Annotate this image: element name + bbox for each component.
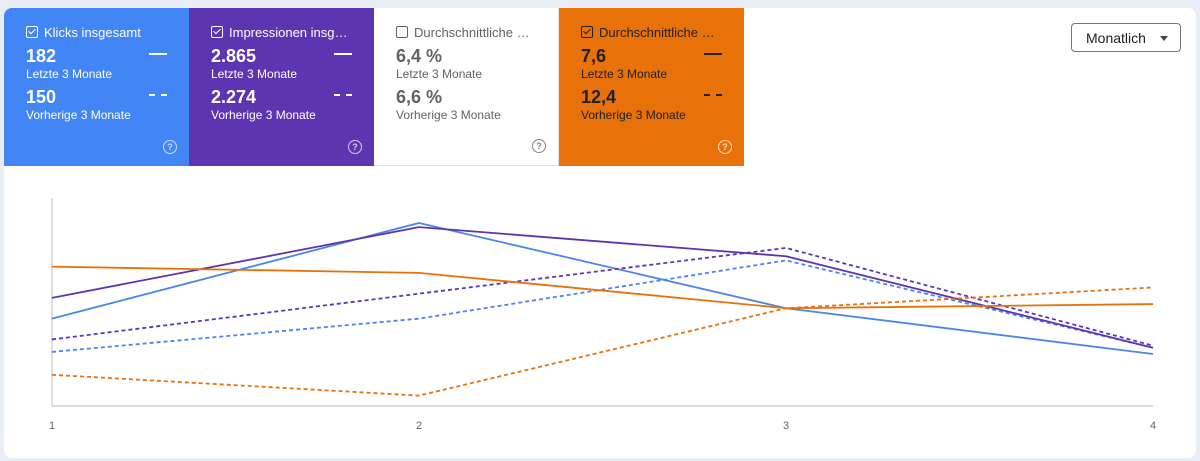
previous-value: 6,6 % [396,87,443,107]
metric-header: Klicks insgesamt [26,22,167,42]
help-icon[interactable]: ? [718,140,732,154]
current-value: 7,6 [581,46,607,66]
metric-tile-impressions[interactable]: Impressionen insgesamt 2.865 Letzte 3 Mo… [189,8,374,166]
period-select[interactable]: Monatlich [1071,23,1181,52]
previous-value: 12,4 [581,87,617,107]
current-period-label: Letzte 3 Monate [211,67,298,81]
dropdown-caret-icon [1160,36,1168,41]
series-line-2 [51,226,1154,349]
solid-line-legend-icon [704,53,722,55]
dashed-line-legend-icon [149,94,167,96]
current-period-label: Letzte 3 Monate [581,67,668,81]
series-line-5 [51,286,1154,397]
current-period-label: Letzte 3 Monate [26,67,113,81]
dashed-line-legend-icon [334,94,352,96]
metric-header: Durchschnittliche CTR [396,22,536,42]
previous-period-label: Vorherige 3 Monate [211,108,316,122]
x-tick-label: 1 [49,420,55,432]
current-value: 2.865 [211,46,257,66]
help-icon[interactable]: ? [532,139,546,153]
x-tick-label: 4 [1150,420,1156,432]
solid-line-legend-icon [334,53,352,55]
x-tick-label: 3 [783,420,789,432]
checkbox-icon[interactable] [396,26,408,38]
current-metric: 7,6 Letzte 3 Monate [581,46,722,82]
current-value: 182 [26,46,57,66]
current-metric: 182 Letzte 3 Monate [26,46,167,82]
previous-period-label: Vorherige 3 Monate [26,108,131,122]
previous-metric: 6,6 % Vorherige 3 Monate [396,87,536,123]
previous-metric: 12,4 Vorherige 3 Monate [581,87,722,123]
series-line-3 [51,247,1154,347]
current-value: 6,4 % [396,46,443,66]
checkbox-icon[interactable] [211,26,223,38]
solid-line-legend-icon [149,53,167,55]
metric-tile-ctr[interactable]: Durchschnittliche CTR 6,4 % Letzte 3 Mon… [374,8,559,166]
metric-tile-clicks[interactable]: Klicks insgesamt 182 Letzte 3 Monate 150… [4,8,189,166]
period-select-label: Monatlich [1086,29,1146,46]
series-line-4 [51,265,1154,310]
dashed-line-legend-icon [704,94,722,96]
metric-tile-position[interactable]: Durchschnittliche Position 7,6 Letzte 3 … [559,8,744,166]
previous-value: 150 [26,87,57,107]
current-metric: 2.865 Letzte 3 Monate [211,46,352,82]
current-period-label: Letzte 3 Monate [396,67,483,81]
previous-value: 2.274 [211,87,257,107]
help-icon[interactable]: ? [348,140,362,154]
metric-header: Durchschnittliche Position [581,22,722,42]
x-tick-label: 2 [416,420,422,432]
current-metric: 6,4 % Letzte 3 Monate [396,46,536,82]
metric-header: Impressionen insgesamt [211,22,352,42]
series-line-0 [51,222,1154,355]
performance-chart: 1 2 3 4 [49,198,1156,432]
metric-tiles: Klicks insgesamt 182 Letzte 3 Monate 150… [4,8,744,166]
help-icon[interactable]: ? [163,140,177,154]
previous-metric: 2.274 Vorherige 3 Monate [211,87,352,123]
checkbox-icon[interactable] [26,26,38,38]
performance-card: Klicks insgesamt 182 Letzte 3 Monate 150… [4,8,1196,458]
previous-metric: 150 Vorherige 3 Monate [26,87,167,123]
series-line-1 [51,259,1154,353]
previous-period-label: Vorherige 3 Monate [581,108,686,122]
checkbox-icon[interactable] [581,26,593,38]
previous-period-label: Vorherige 3 Monate [396,108,501,122]
